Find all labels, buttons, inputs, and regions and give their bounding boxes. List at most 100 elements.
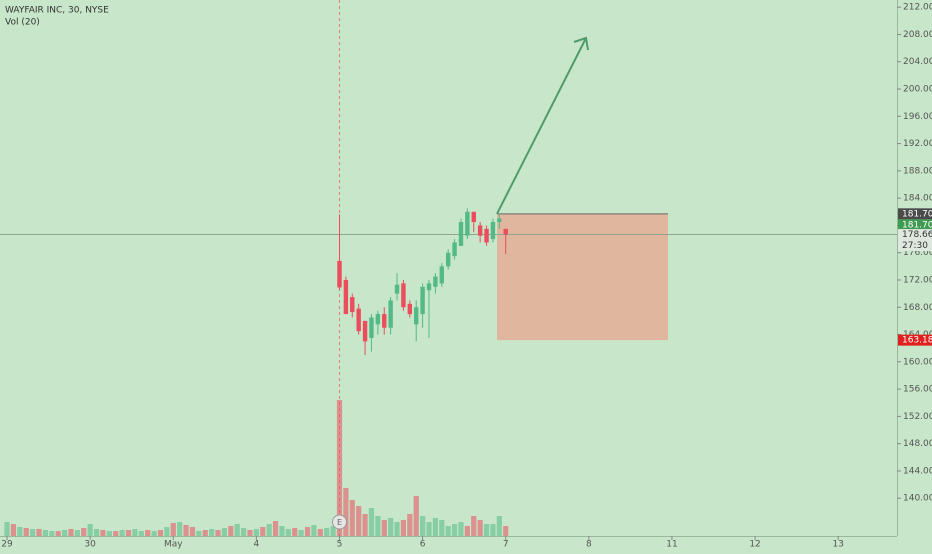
volume-bar: [87, 524, 93, 536]
volume-bar: [189, 527, 196, 536]
x-tick-label: 6: [420, 540, 426, 550]
volume-bar: [311, 525, 317, 536]
volume-bar: [439, 520, 445, 536]
volume-bar: [451, 524, 458, 536]
volume-bar: [324, 528, 330, 536]
current-price-label: 178.66: [902, 230, 932, 240]
countdown-label: 27:30: [902, 241, 928, 251]
volume-bar: [253, 529, 259, 536]
volume-bar: [503, 526, 509, 536]
volume-bar: [471, 516, 477, 536]
volume-bar: [240, 528, 247, 536]
x-tick-label: 4: [254, 540, 260, 550]
volume-bar: [464, 526, 470, 536]
x-tick-label: 29: [1, 540, 13, 550]
y-tick-label: 176.00: [903, 248, 932, 258]
volume-bar: [407, 514, 413, 536]
volume-bar: [272, 521, 279, 536]
candle-body: [484, 228, 489, 243]
volume-bar: [17, 527, 23, 536]
candle-body: [388, 300, 393, 328]
volume-bar: [125, 530, 132, 536]
volume-bar: [138, 531, 144, 536]
volume-bar: [209, 529, 215, 536]
y-tick-label: 188.00: [903, 166, 932, 176]
volume-bar: [106, 531, 112, 536]
volume-bar: [234, 524, 240, 536]
candle-body: [420, 286, 425, 315]
candle-body: [375, 314, 381, 325]
candle-body: [497, 218, 502, 223]
candle-body: [382, 314, 387, 328]
volume-bar: [151, 531, 157, 536]
candle-body: [471, 211, 476, 223]
candle-body: [503, 228, 508, 235]
x-tick-label: May: [164, 540, 183, 550]
y-tick-label: 184.00: [903, 194, 932, 204]
volume-bar: [177, 522, 183, 536]
volume-bar: [496, 516, 502, 536]
volume-bar: [30, 529, 36, 536]
candle-body: [362, 320, 368, 342]
chart-title: WAYFAIR INC, 30, NYSE: [5, 6, 109, 16]
candle-body: [350, 297, 355, 313]
earnings-marker: [331, 514, 347, 530]
y-tick-label: 212.00: [903, 3, 932, 13]
volume-bar: [445, 526, 451, 536]
volume-bar: [375, 516, 381, 536]
y-tick-label: 192.00: [903, 139, 932, 149]
candle-body: [426, 283, 432, 291]
volume-bar: [164, 527, 170, 536]
volume-bar: [330, 526, 336, 536]
volume-bar: [119, 530, 125, 536]
volume-bar: [394, 522, 400, 536]
arrow-head: [573, 36, 589, 51]
y-tick-label: 204.00: [903, 57, 932, 67]
candle-body: [465, 211, 470, 236]
volume-bar: [477, 520, 483, 536]
candle-body: [477, 225, 483, 236]
volume-bar: [426, 522, 432, 536]
x-tick-label: 7: [503, 540, 509, 550]
volume-bar: [113, 531, 119, 536]
y-tick-label: 148.00: [903, 439, 932, 449]
volume-bar: [10, 524, 17, 536]
earnings-label: E: [337, 518, 342, 527]
volume-bar: [458, 522, 464, 536]
candle-body: [414, 307, 419, 325]
volume-bar: [74, 530, 80, 536]
volume-bar: [285, 529, 291, 536]
volume-bar: [298, 530, 304, 536]
volume-bar: [68, 529, 74, 536]
x-tick-label: 11: [666, 540, 677, 550]
volume-bar: [260, 527, 266, 536]
volume-bar: [4, 522, 10, 536]
current-price-tag: [898, 229, 932, 241]
plot: E: [0, 0, 897, 536]
candle-body: [337, 260, 342, 288]
last-close-label: 181.70: [902, 220, 932, 230]
volume-bar: [202, 530, 208, 536]
volume-bar: [221, 528, 228, 536]
volume-bar: [368, 508, 375, 536]
position-box: [497, 213, 668, 341]
last-close-tag: [898, 219, 932, 231]
y-tick-label: 196.00: [903, 112, 932, 122]
volume-bar: [317, 529, 323, 536]
candle-body: [433, 276, 438, 287]
volume-bar: [100, 530, 106, 536]
candle-body: [356, 308, 361, 332]
volume-bar: [170, 523, 176, 536]
volume-bar: [157, 530, 164, 536]
x-tick-label: 8: [586, 540, 592, 550]
volume-bar: [49, 531, 55, 536]
candle-body: [401, 283, 406, 308]
position-bottom-tag: [898, 334, 932, 346]
volume-bar: [23, 528, 29, 536]
volume-bar: [36, 529, 42, 536]
volume-bar: [183, 525, 189, 536]
volume-bar: [490, 524, 496, 536]
x-tick-label: 12: [749, 540, 760, 550]
